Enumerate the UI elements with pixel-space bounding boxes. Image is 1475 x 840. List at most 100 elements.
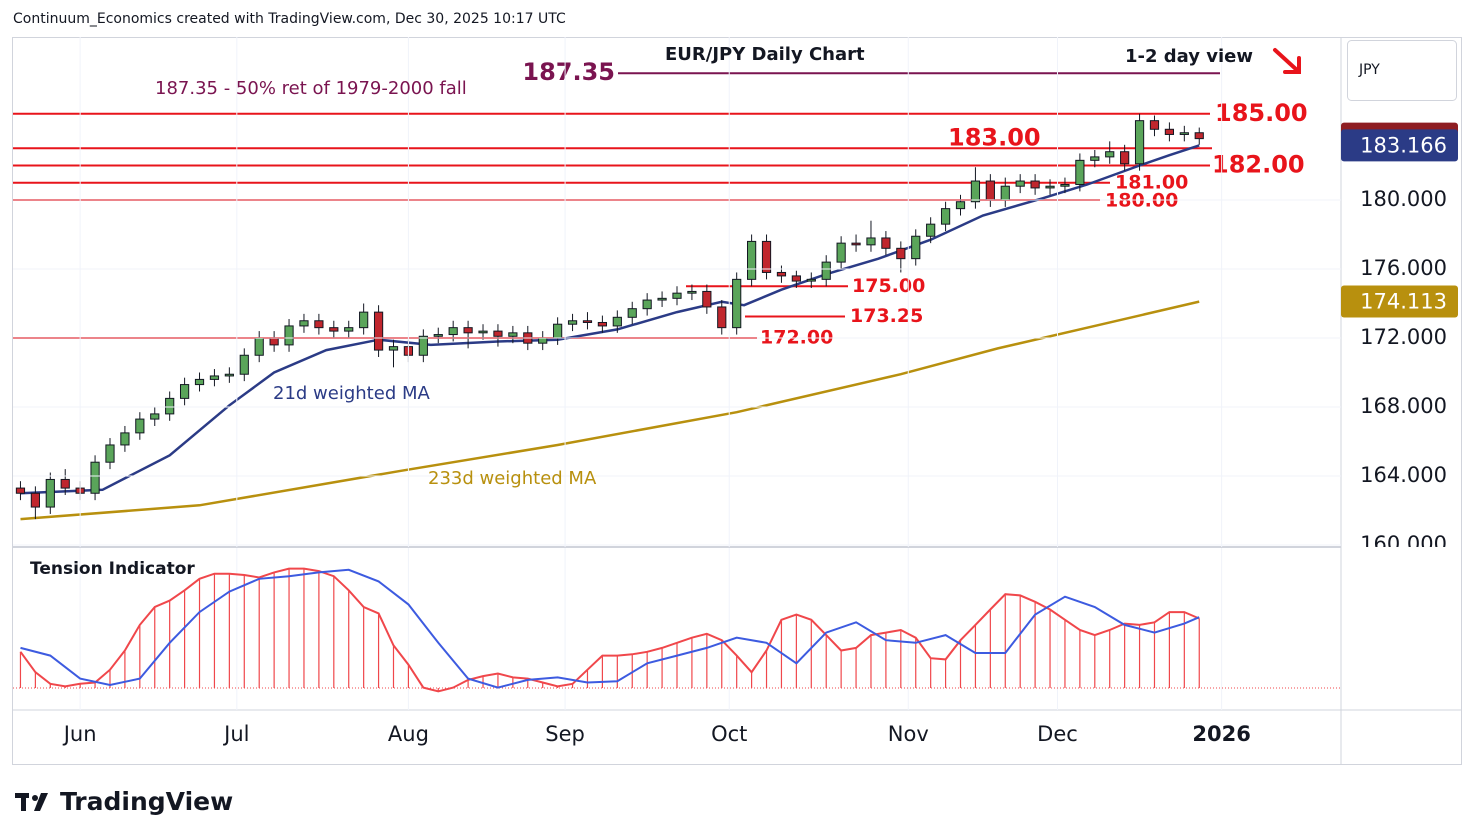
candle-body — [1030, 180, 1040, 189]
candle-body — [194, 378, 205, 386]
indicator-title: Tension Indicator — [30, 559, 195, 579]
candle-body — [90, 461, 100, 494]
level-label: 181.00 — [1115, 171, 1188, 193]
y-tick-label: 172.000 — [1360, 325, 1447, 349]
x-tick-label: Jul — [222, 722, 249, 746]
candle-body — [926, 223, 936, 237]
candle-body — [761, 240, 772, 273]
candle-body — [940, 208, 951, 225]
candle-body — [597, 321, 607, 327]
currency: JPY — [1358, 62, 1380, 78]
candle-body — [627, 308, 637, 318]
candle-body — [254, 337, 264, 356]
candle-body — [1120, 151, 1130, 165]
candle-body — [150, 413, 160, 420]
frame — [12, 37, 1462, 765]
candle-body — [582, 320, 593, 323]
x-tick-label: Jun — [62, 722, 97, 746]
candle-body — [851, 242, 861, 246]
candle-body — [538, 337, 548, 344]
y-axis: 160.000 164.000 168.000 172.000 176.000 180.0… — [13, 37, 1447, 556]
candle-body — [1045, 185, 1055, 189]
candle-body — [284, 325, 294, 346]
indicator-line — [19, 567, 1200, 693]
candle-body — [105, 444, 115, 463]
candle-body — [508, 332, 518, 337]
candle-body — [1194, 132, 1204, 140]
level-label: 175.00 — [852, 275, 925, 297]
candle-body — [747, 240, 757, 280]
chart-subtitle: 1-2 day view — [1125, 46, 1253, 67]
y-tick-label: 160.000 — [1360, 532, 1447, 556]
brand: TradingView — [60, 787, 233, 816]
price-box — [1341, 129, 1458, 162]
candle-body — [1179, 132, 1189, 135]
candle-body — [1134, 120, 1145, 165]
level-label: 182.00 — [1212, 151, 1305, 179]
candle-body — [433, 334, 443, 337]
candle-body — [314, 320, 324, 329]
candle-body — [1164, 128, 1175, 135]
candle-body — [45, 478, 55, 508]
indicator-line — [20, 568, 1200, 689]
candle-body — [896, 247, 906, 260]
candle-body — [209, 375, 220, 380]
level-label: 185.00 — [1215, 99, 1308, 127]
candle-body — [702, 290, 712, 308]
candle-body — [299, 320, 309, 327]
candle-body — [687, 290, 697, 294]
candle-body — [732, 278, 742, 329]
level-label: 173.25 — [850, 305, 923, 327]
candle-body — [642, 299, 652, 310]
y-tick-label: 168.000 — [1360, 394, 1447, 418]
ma-line — [20, 300, 1200, 521]
source: Continuum_Economics created with Trading… — [13, 11, 566, 27]
candle-body — [612, 316, 622, 327]
ma-label: 233d weighted MA — [428, 468, 597, 489]
candle-body — [911, 235, 921, 260]
candle-body — [1149, 120, 1160, 130]
x-tick-label: Nov — [888, 722, 929, 746]
candle-body — [1015, 180, 1025, 187]
y-tick-label: 176.000 — [1360, 256, 1447, 280]
x-tick-label: Oct — [711, 722, 747, 746]
candle-body — [224, 373, 234, 377]
annotation: 187.35 - 50% ret of 1979-2000 fall — [155, 78, 467, 99]
currency-box — [1347, 40, 1457, 101]
candle-body — [866, 237, 876, 246]
ma-label: 21d weighted MA — [273, 383, 430, 404]
candle-body — [418, 335, 428, 356]
candle-body — [806, 278, 816, 282]
candle-body — [15, 487, 26, 494]
candle-body — [373, 311, 384, 351]
level-label: 183.00 — [948, 123, 1041, 151]
moving-averages — [20, 144, 1200, 521]
price-box-label: 183.166 — [1360, 133, 1447, 157]
candle-body — [239, 354, 249, 375]
candle-body — [657, 297, 667, 301]
chart-title: EUR/JPY Daily Chart — [665, 44, 865, 65]
candle-body — [1075, 159, 1085, 185]
x-tick-label: Dec — [1037, 722, 1078, 746]
candles — [15, 113, 1204, 520]
tension-panel — [13, 548, 1341, 710]
candle-body — [1105, 151, 1115, 158]
candle-body — [30, 492, 40, 508]
candle-body — [120, 432, 130, 446]
candle-body — [970, 180, 981, 203]
x-axis: Jun Jul Aug Sep Oct Nov Dec 2026 — [62, 722, 1251, 746]
candle-body — [1060, 183, 1070, 187]
candle-body — [179, 384, 190, 399]
candle-body — [329, 327, 339, 332]
candle-body — [478, 330, 488, 334]
candle-body — [881, 237, 891, 249]
candle-body — [463, 327, 473, 334]
candle-body — [135, 418, 145, 434]
level-label: 187.35 — [522, 58, 615, 86]
candle-body — [791, 275, 801, 282]
candle-body — [553, 323, 563, 339]
ma-line — [20, 144, 1200, 495]
x-tick-label: Aug — [388, 722, 429, 746]
